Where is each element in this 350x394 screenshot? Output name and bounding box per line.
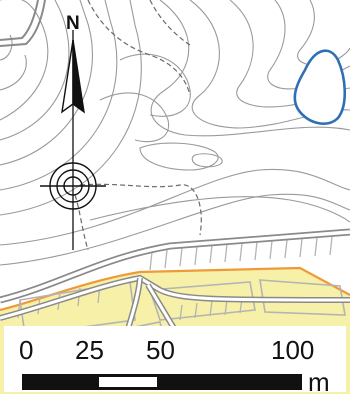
scale-segment-white bbox=[96, 374, 160, 390]
scale-tick-label: 100 bbox=[271, 335, 315, 365]
lake bbox=[293, 49, 347, 125]
scale-tick-label: 25 bbox=[75, 335, 104, 365]
trails bbox=[74, 0, 202, 251]
scale-tick-label: 0 bbox=[19, 335, 34, 365]
contour-lines bbox=[0, 0, 350, 266]
scale-tick-label: 50 bbox=[146, 335, 175, 365]
reference-target-icon bbox=[40, 162, 106, 210]
north-arrow-icon bbox=[61, 30, 85, 250]
scale-bar: 0 25 50 100 m bbox=[4, 326, 346, 394]
scale-unit: m bbox=[308, 367, 330, 394]
north-label: N bbox=[66, 13, 80, 34]
road-top-left bbox=[0, 0, 46, 47]
scale-segment-black bbox=[160, 374, 302, 390]
roads bbox=[0, 228, 350, 362]
scale-segment-black bbox=[22, 374, 96, 390]
